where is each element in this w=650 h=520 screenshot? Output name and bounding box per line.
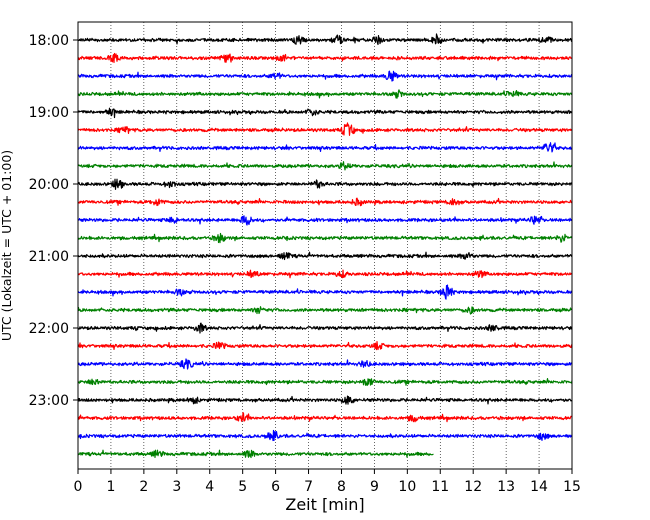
- trace-1845: [77, 89, 573, 99]
- y-tick-label: 19:00: [29, 105, 69, 121]
- x-tick-label: 15: [563, 479, 581, 495]
- trace-1900: [77, 107, 573, 119]
- trace-2330: [77, 429, 573, 442]
- trace-2345: [77, 449, 434, 459]
- x-tick-label: 5: [238, 479, 247, 495]
- x-tick-label: 13: [497, 479, 515, 495]
- x-tick-label: 8: [337, 479, 346, 495]
- x-tick-label: 10: [398, 479, 416, 495]
- trace-1945: [77, 161, 573, 171]
- y-tick-label: 23:00: [29, 393, 69, 409]
- x-tick-label: 9: [370, 479, 379, 495]
- vertical-grid: [110, 22, 540, 469]
- y-axis-label: UTC (Lokalzeit = UTC + 01:00): [0, 150, 14, 341]
- trace-2030: [77, 215, 573, 226]
- trace-1800: [77, 33, 573, 46]
- trace-2300: [77, 395, 573, 405]
- trace-2315: [77, 411, 573, 423]
- x-tick-label: 7: [304, 479, 313, 495]
- y-axis-ticks: 18:00 19:00 20:00 21:00 22:00 23:00: [29, 33, 78, 409]
- trace-1915: [77, 122, 573, 136]
- seismogram-traces: [77, 33, 573, 459]
- trace-1830: [77, 70, 573, 82]
- x-tick-label: 6: [271, 479, 280, 495]
- trace-2230: [77, 358, 573, 370]
- trace-2215: [77, 341, 573, 351]
- trace-2130: [77, 284, 573, 300]
- y-tick-label: 18:00: [29, 33, 69, 49]
- trace-2015: [77, 197, 573, 207]
- trace-1930: [77, 142, 573, 153]
- x-tick-label: 14: [530, 479, 548, 495]
- trace-2245: [77, 378, 573, 386]
- trace-2200: [77, 322, 573, 334]
- x-tick-label: 12: [464, 479, 482, 495]
- x-tick-label: 11: [431, 479, 449, 495]
- y-tick-label: 20:00: [29, 177, 69, 193]
- x-tick-label: 1: [106, 479, 115, 495]
- trace-2100: [77, 251, 573, 261]
- trace-2045: [77, 232, 573, 244]
- trace-2145: [77, 306, 573, 315]
- x-axis-label: Zeit [min]: [285, 495, 364, 514]
- x-tick-label: 4: [205, 479, 214, 495]
- plot-frame: [77, 21, 573, 470]
- y-tick-label: 21:00: [29, 249, 69, 265]
- trace-2115: [77, 269, 573, 279]
- x-tick-label: 2: [139, 479, 148, 495]
- x-axis-ticks: 0 1 2 3 4 5 6 7 8 9 10 11 12 13 14 15: [74, 469, 581, 495]
- x-tick-label: 3: [172, 479, 181, 495]
- trace-2000: [77, 178, 573, 190]
- trace-1815: [77, 52, 573, 64]
- x-tick-label: 0: [74, 479, 83, 495]
- y-tick-label: 22:00: [29, 321, 69, 337]
